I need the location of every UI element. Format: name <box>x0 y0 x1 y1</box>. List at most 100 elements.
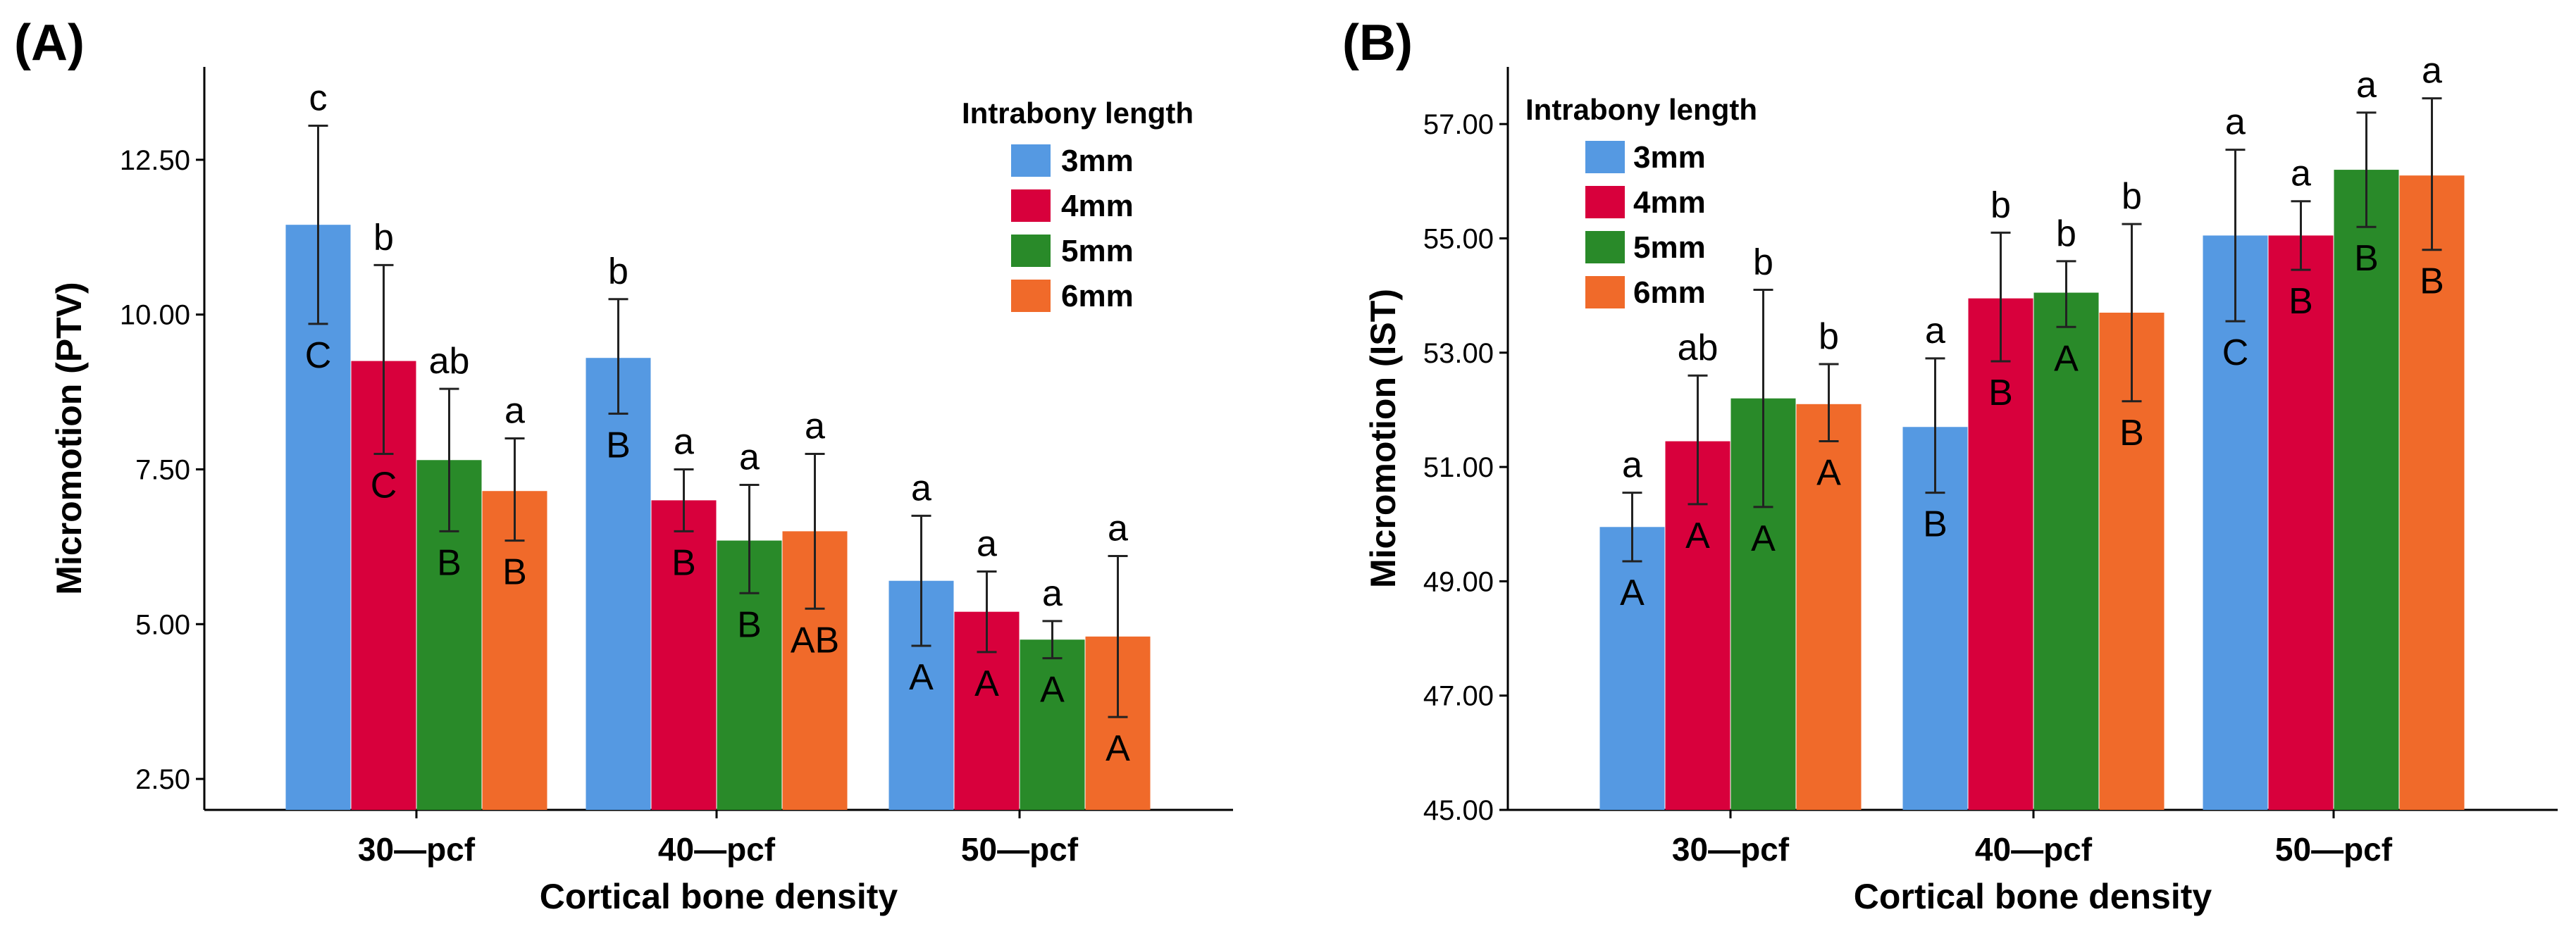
x-tick-label: 30—pcf <box>1672 831 1790 868</box>
chart-panel-b: (B) 45.00 47.00 49.00 51.00 53.00 55.00 57.00 Mi… <box>1342 15 2558 916</box>
legend-title: Intrabony length <box>1525 93 1757 126</box>
panel-label: (A) <box>14 15 85 71</box>
y-tick-label: 49.00 <box>1423 566 1494 597</box>
legend-label: 3mm <box>1633 140 1706 175</box>
significance-letter: a <box>2356 65 2377 106</box>
legend-label: 6mm <box>1061 279 1134 313</box>
group-letter: A <box>1816 453 1841 494</box>
significance-letter: a <box>2422 51 2442 92</box>
legend-label: 3mm <box>1061 144 1134 178</box>
group-letter: B <box>1988 373 2013 413</box>
legend-swatch-3mm <box>1011 144 1051 177</box>
bar-6mm-30—pcf <box>482 491 547 810</box>
group-letter: C <box>305 335 332 376</box>
significance-letter: b <box>608 251 628 292</box>
y-tick-label: 10.00 <box>120 300 190 331</box>
y-tick-label: 47.00 <box>1423 681 1494 712</box>
significance-letter: ab <box>1678 327 1719 368</box>
significance-letter: a <box>1108 508 1128 549</box>
significance-letter: b <box>2122 176 2142 217</box>
significance-letter: c <box>309 78 328 119</box>
significance-letter: a <box>911 468 931 508</box>
bar-5mm-40—pcf <box>2033 292 2099 810</box>
group-letter: A <box>2054 338 2079 379</box>
group-letter: B <box>2354 238 2379 279</box>
y-tick-label: 5.00 <box>135 609 190 640</box>
legend-label: 4mm <box>1633 185 1706 220</box>
chart-panel-a: (A) 2.50 5.00 7.50 10.00 12.50 Micromotion (PT… <box>14 15 1233 916</box>
bar-5mm-50—pcf <box>1020 639 1085 810</box>
y-tick-label: 57.00 <box>1423 109 1494 140</box>
legend-swatch-4mm <box>1011 189 1051 222</box>
x-axis-title: Cortical bone density <box>1854 877 2212 916</box>
significance-letter: a <box>1622 445 1642 486</box>
y-tick-label: 2.50 <box>135 764 190 795</box>
significance-letter: a <box>1925 311 1945 351</box>
group-letter: B <box>671 542 696 583</box>
legend-swatch-6mm <box>1011 280 1051 312</box>
significance-letter: b <box>1753 242 1773 283</box>
significance-letter: b <box>2056 213 2076 254</box>
group-letter: C <box>371 465 397 506</box>
bar-4mm-50—pcf <box>2268 235 2334 811</box>
significance-letter: a <box>674 421 694 462</box>
x-tick-label: 40—pcf <box>1975 831 2093 868</box>
y-tick-label: 7.50 <box>135 454 190 485</box>
bar-3mm-30—pcf <box>1599 527 1665 810</box>
legend-swatch-5mm <box>1011 235 1051 267</box>
y-tick-label: 53.00 <box>1423 338 1494 369</box>
x-tick-label: 30—pcf <box>358 831 476 868</box>
y-tick-label: 55.00 <box>1423 223 1494 254</box>
significance-letter: a <box>2225 102 2246 143</box>
legend: Intrabony length 3mm 4mm 5mm 6mm <box>1525 93 1757 310</box>
group-letter: B <box>1923 504 1948 545</box>
bar-5mm-50—pcf <box>2334 170 2399 811</box>
significance-letter: b <box>373 217 394 258</box>
significance-letter: ab <box>429 341 470 382</box>
group-letter: A <box>909 657 934 698</box>
legend-swatch-4mm <box>1585 186 1625 218</box>
group-letter: B <box>437 542 462 583</box>
group-letter: A <box>974 663 999 704</box>
legend-label: 4mm <box>1061 189 1134 223</box>
legend-label: 5mm <box>1061 234 1134 268</box>
group-letter: A <box>1040 670 1065 711</box>
significance-letter: a <box>2291 154 2311 194</box>
legend-label: 5mm <box>1633 230 1706 265</box>
group-letter: B <box>2420 261 2444 302</box>
group-letter: B <box>502 552 527 593</box>
significance-letter: b <box>1819 316 1839 357</box>
legend-label: 6mm <box>1633 275 1706 310</box>
significance-letter: a <box>977 524 997 565</box>
y-tick-label: 45.00 <box>1423 795 1494 826</box>
legend-swatch-3mm <box>1585 141 1625 173</box>
y-axis-title: Micromotion (IST) <box>1363 289 1403 588</box>
bar-3mm-50—pcf <box>2203 235 2268 811</box>
group-letter: B <box>2289 281 2313 322</box>
x-tick-label: 50—pcf <box>2275 831 2393 868</box>
group-letter: B <box>606 425 631 466</box>
group-letter: B <box>737 604 762 645</box>
significance-letter: b <box>1990 185 2011 225</box>
group-letter: AB <box>791 620 839 661</box>
legend: Intrabony length 3mm 4mm 5mm 6mm <box>962 96 1194 313</box>
x-tick-label: 40—pcf <box>658 831 776 868</box>
bar-4mm-40—pcf <box>651 500 717 810</box>
bar-6mm-50—pcf <box>2399 175 2465 810</box>
group-letter: C <box>2222 332 2249 373</box>
legend-title: Intrabony length <box>962 96 1194 130</box>
x-axis-title: Cortical bone density <box>540 877 898 916</box>
bar-3mm-40—pcf <box>586 358 651 810</box>
legend-swatch-5mm <box>1585 231 1625 263</box>
group-letter: A <box>1685 516 1710 556</box>
group-letter: A <box>1620 573 1645 613</box>
y-axis-title: Micromotion (PTV) <box>49 282 89 594</box>
significance-letter: a <box>805 406 825 446</box>
group-letter: B <box>2119 413 2144 454</box>
legend-swatch-6mm <box>1585 276 1625 308</box>
group-letter: A <box>1751 518 1776 559</box>
x-tick-label: 50—pcf <box>961 831 1079 868</box>
significance-letter: a <box>739 437 760 477</box>
panel-label: (B) <box>1342 15 1413 71</box>
